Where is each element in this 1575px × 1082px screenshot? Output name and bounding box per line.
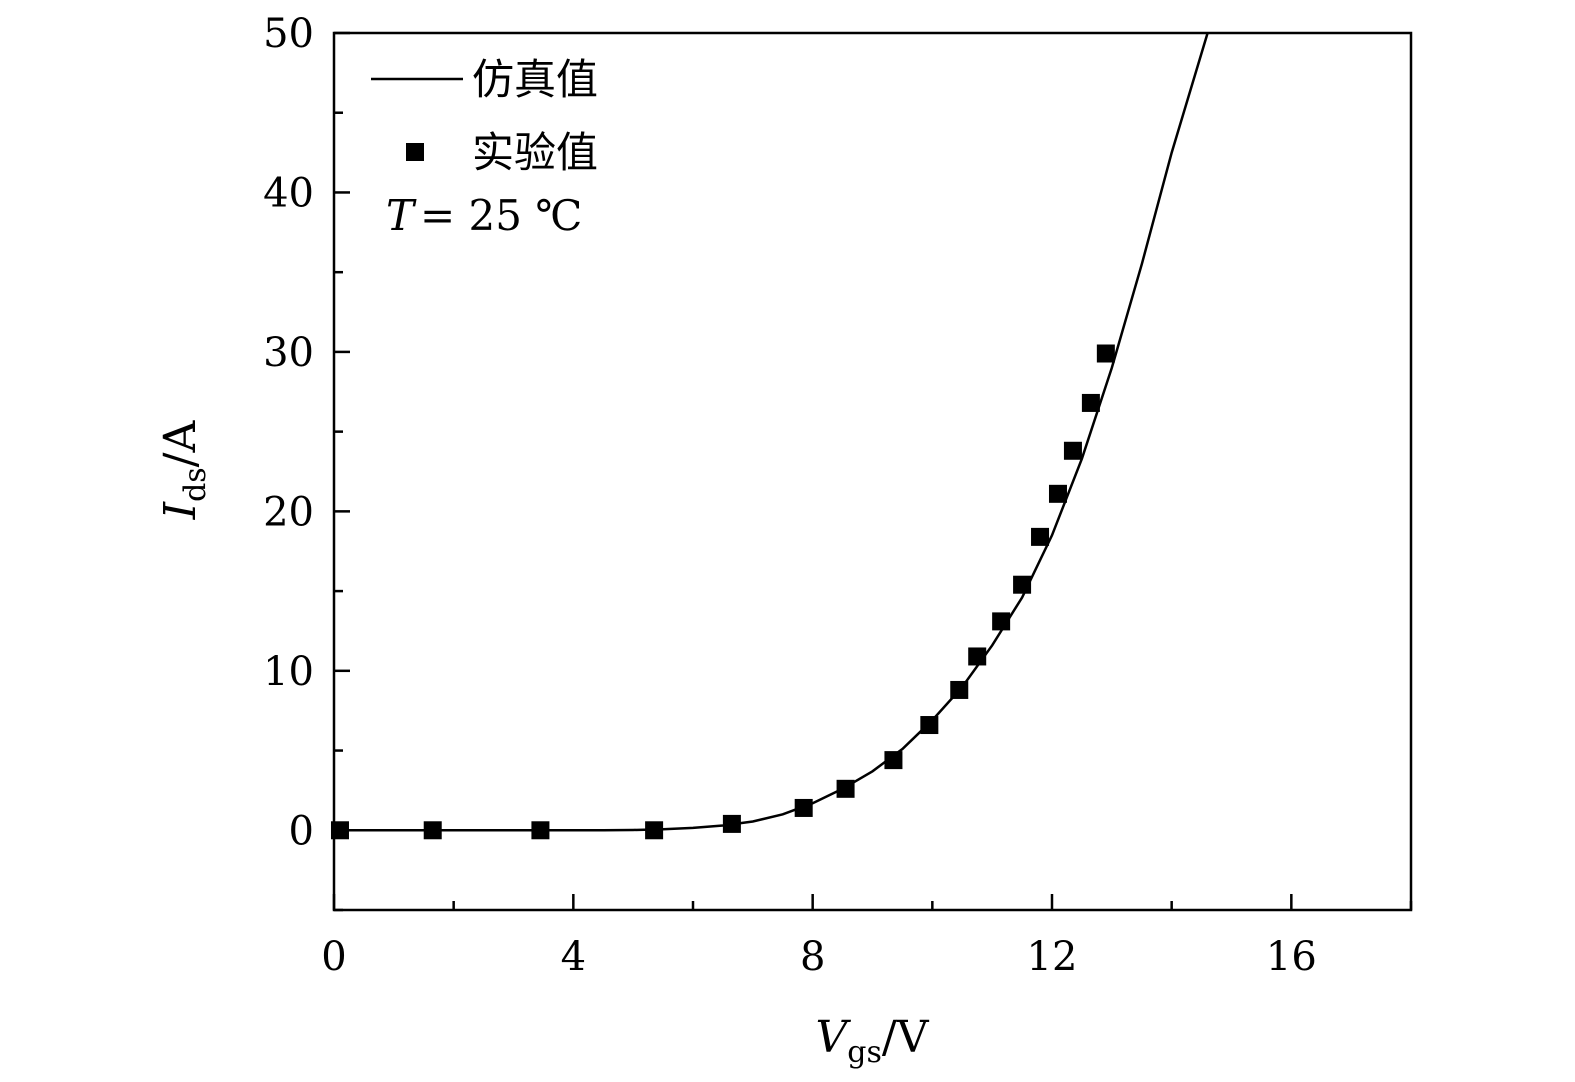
y-tick-label: 20 [263,489,314,535]
y-axis-label: Ids/A [155,419,213,520]
data-point [1013,575,1032,594]
data-point [968,647,987,666]
data-point [992,612,1011,631]
data-point [1031,527,1050,546]
temperature-symbol: T [386,191,417,240]
data-point [836,779,855,798]
data-point [1048,484,1067,503]
legend-label-simulation: 仿真值 [472,55,598,104]
x-tick-label: 12 [1027,934,1078,980]
x-axis-label-main: V [816,1012,852,1063]
x-tick-label: 0 [321,934,346,980]
x-axis-label: Vgs/V [816,1012,930,1070]
y-axis-label-unit: /A [155,419,206,467]
y-tick-label: 50 [263,11,314,57]
data-point [920,716,939,735]
x-tick-label: 4 [561,934,586,980]
data-point [645,821,664,840]
data-point [531,821,550,840]
legend-label-experimental: 实验值 [472,128,598,177]
y-tick-label: 0 [289,808,314,854]
x-axis-label-unit: /V [882,1012,930,1063]
y-tick-label: 30 [263,330,314,376]
x-tick-label: 16 [1266,934,1317,980]
data-point [950,680,969,699]
data-point [330,821,349,840]
y-axis-label-main: I [155,500,206,520]
data-point [1063,441,1082,460]
plot-frame [332,31,1413,912]
x-axis-label-sub: gs [847,1035,882,1070]
temperature-annotation: T = 25 ℃ [386,191,582,240]
temperature-value: = 25 ℃ [420,191,582,240]
legend: 仿真值 实验值 [371,55,598,177]
data-point [423,821,442,840]
y-axis-label-sub: ds [178,467,213,502]
legend-marker-swatch [406,143,424,161]
data-point [794,798,813,817]
series-line-simulation [334,32,1209,832]
x-tick-label: 8 [800,934,825,980]
data-point [1096,344,1115,363]
data-point [722,814,741,833]
data-point [1081,393,1100,412]
tick-labels: 0 4 8 12 16 0 10 20 30 40 50 [263,11,1317,980]
y-tick-label: 10 [263,649,314,695]
series-markers-experimental [330,344,1115,840]
data-point [884,751,903,770]
y-tick-label: 40 [263,170,314,216]
